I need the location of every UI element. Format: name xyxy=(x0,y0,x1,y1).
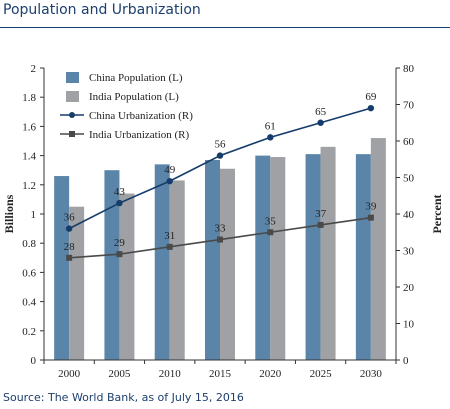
india-urbanization-point-2020 xyxy=(267,229,274,236)
right-tick-label: 0 xyxy=(403,355,409,367)
bar-china-population-2025 xyxy=(305,154,321,360)
bar-india-population-2000 xyxy=(69,206,85,360)
left-axis-title: Billions xyxy=(2,194,16,233)
right-tick-label: 30 xyxy=(403,246,415,258)
right-tick-label: 80 xyxy=(403,63,415,75)
left-tick-label: 1.8 xyxy=(22,92,36,104)
bar-china-population-2015 xyxy=(205,159,220,360)
left-tick-label: 0.6 xyxy=(22,267,36,279)
right-tick-label: 20 xyxy=(403,282,415,294)
left-tick-label: 1.2 xyxy=(22,180,36,192)
india-urbanization-data-label: 33 xyxy=(215,223,227,235)
legend-marker-china-urbanization-r xyxy=(69,112,75,118)
bar-india-population-2005 xyxy=(119,193,135,360)
right-tick-label: 50 xyxy=(403,173,415,185)
india-urbanization-data-label: 28 xyxy=(64,241,76,253)
right-tick-label: 60 xyxy=(403,136,415,148)
bar-china-population-2000 xyxy=(54,176,70,360)
left-tick-label: 0 xyxy=(31,355,37,367)
left-tick-label: 1.6 xyxy=(22,121,36,133)
china-urbanization-data-label: 69 xyxy=(365,91,377,103)
china-urbanization-point-2015 xyxy=(216,152,224,159)
china-urbanization-data-label: 43 xyxy=(114,186,126,198)
legend-swatch-india-population-l xyxy=(66,91,79,102)
india-urbanization-data-label: 39 xyxy=(365,201,377,213)
left-tick-label: 0.4 xyxy=(22,297,36,309)
india-urbanization-data-label: 29 xyxy=(114,237,126,249)
x-tick-label: 2025 xyxy=(310,368,333,380)
china-urbanization-point-2010 xyxy=(166,177,173,185)
legend-label-china-urbanization-r: China Urbanization (R) xyxy=(89,110,193,122)
legend-swatch-china-population-l xyxy=(66,72,79,83)
india-urbanization-point-2005 xyxy=(116,251,123,258)
x-tick-label: 2015 xyxy=(209,368,232,380)
source-note: Source: The World Bank, as of July 15, 2… xyxy=(3,391,244,404)
title-divider xyxy=(0,27,450,28)
bar-india-population-2030 xyxy=(370,138,386,360)
india-urbanization-point-2000 xyxy=(66,254,73,261)
right-tick-label: 10 xyxy=(403,319,415,331)
bar-india-population-2025 xyxy=(320,146,336,360)
china-urbanization-point-2005 xyxy=(116,199,123,207)
india-urbanization-point-2025 xyxy=(317,221,324,228)
right-tick-label: 40 xyxy=(403,209,415,221)
china-urbanization-data-label: 65 xyxy=(315,106,327,118)
china-urbanization-data-label: 36 xyxy=(64,212,76,224)
india-urbanization-point-2010 xyxy=(166,243,173,250)
left-tick-label: 0.2 xyxy=(22,326,36,338)
legend-label-india-population-l: India Population (L) xyxy=(89,91,179,103)
left-tick-label: 1.4 xyxy=(22,151,36,163)
x-tick-label: 2005 xyxy=(108,368,131,380)
legend-marker-india-urbanization-r xyxy=(69,131,75,137)
india-urbanization-data-label: 31 xyxy=(164,230,175,242)
bar-india-population-2020 xyxy=(270,157,286,360)
bar-china-population-2030 xyxy=(355,154,371,360)
bar-china-population-2005 xyxy=(104,170,120,360)
right-axis-title: Percent xyxy=(430,194,444,233)
china-urbanization-point-2020 xyxy=(267,134,274,141)
right-tick-label: 70 xyxy=(403,100,415,112)
x-tick-label: 2000 xyxy=(58,368,81,380)
china-urbanization-point-2025 xyxy=(317,119,324,126)
bar-india-population-2015 xyxy=(220,168,235,360)
bar-china-population-2020 xyxy=(255,155,271,360)
china-urbanization-data-label: 56 xyxy=(215,139,227,151)
x-tick-label: 2020 xyxy=(259,368,282,380)
left-tick-label: 2 xyxy=(31,63,37,75)
china-urbanization-data-label: 61 xyxy=(265,120,276,132)
left-tick-label: 0.8 xyxy=(22,238,36,250)
china-urbanization-point-2030 xyxy=(367,104,375,112)
india-urbanization-point-2015 xyxy=(217,236,223,243)
x-tick-label: 2010 xyxy=(159,368,182,380)
page-title: Population and Urbanization xyxy=(3,2,201,18)
china-urbanization-data-label: 49 xyxy=(164,164,176,176)
bar-china-population-2010 xyxy=(154,164,170,360)
india-urbanization-point-2030 xyxy=(367,214,374,221)
bar-india-population-2010 xyxy=(169,180,185,360)
legend-label-china-population-l: China Population (L) xyxy=(89,72,183,84)
legend-label-india-urbanization-r: India Urbanization (R) xyxy=(89,129,190,141)
population-urbanization-chart: 00.20.40.60.811.21.41.61.820102030405060… xyxy=(2,63,444,380)
left-tick-label: 1 xyxy=(31,209,37,221)
x-tick-label: 2030 xyxy=(360,368,383,380)
india-urbanization-data-label: 35 xyxy=(265,215,277,227)
india-urbanization-data-label: 37 xyxy=(315,208,327,220)
china-urbanization-point-2000 xyxy=(65,225,73,232)
